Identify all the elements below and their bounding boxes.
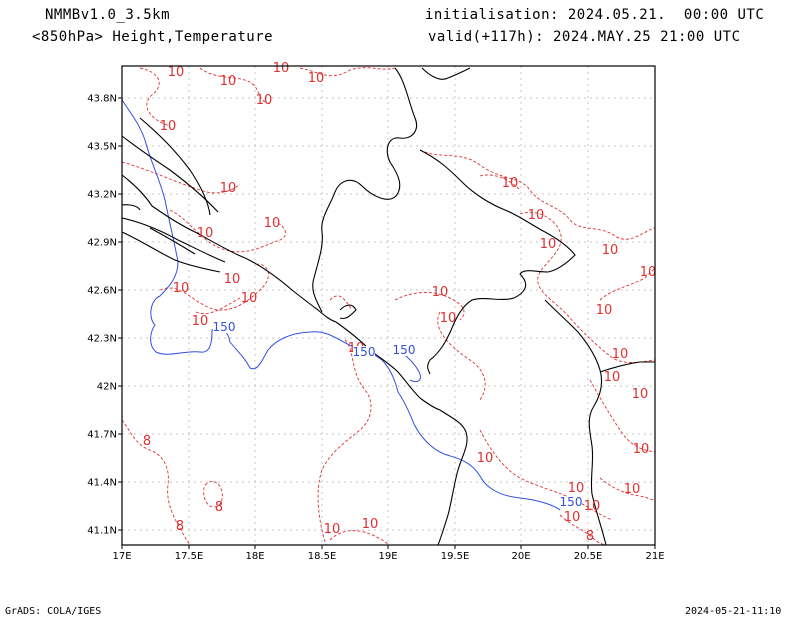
lat-tick-label: 43.2N <box>87 190 117 201</box>
height-label: 150 <box>393 343 416 357</box>
lon-tick-label: 21E <box>645 551 664 562</box>
temperature-label: 10 <box>502 176 519 191</box>
height-labels: 150 150 150 150 <box>213 320 583 509</box>
temperature-label: 10 <box>540 237 557 252</box>
axis-ticks: 43.8N 43.5N 43.2N 42.9N 42.6N 42.3N 42N 41.7N 41… <box>87 94 664 563</box>
init-time: initialisation: 2024.05.21. 00:00 UTC <box>425 7 765 23</box>
lat-lon-grid <box>122 66 655 545</box>
lon-tick-label: 20.5E <box>574 551 603 562</box>
coastline-borders <box>121 67 655 546</box>
temperature-label: 10 <box>220 74 237 89</box>
lat-tick-label: 42.9N <box>87 238 117 249</box>
lon-tick-label: 17E <box>112 551 131 562</box>
temperature-label: 10 <box>528 208 545 223</box>
temperature-label: 10 <box>220 181 237 196</box>
temperature-label: 8 <box>586 529 594 544</box>
temperature-label: 10 <box>173 281 190 296</box>
temperature-label: 10 <box>264 216 281 231</box>
temperature-label: 10 <box>224 272 241 287</box>
valid-time: valid(+117h): 2024.MAY.25 21:00 UTC <box>428 29 741 45</box>
temperature-label: 10 <box>640 265 657 280</box>
temperature-contours <box>121 67 656 546</box>
lat-tick-label: 41.4N <box>87 478 117 489</box>
temperature-label: 10 <box>324 522 341 537</box>
temperature-label: 10 <box>564 510 581 525</box>
credit-label: GrADS: COLA/IGES <box>5 606 102 617</box>
lat-tick-label: 41.7N <box>87 430 117 441</box>
fields-title: <850hPa> Height,Temperature <box>32 29 274 45</box>
lon-tick-label: 19.5E <box>441 551 470 562</box>
temperature-label: 10 <box>477 451 494 466</box>
height-label: 150 <box>353 345 376 359</box>
temperature-label: 8 <box>176 519 184 534</box>
temperature-label: 10 <box>584 499 601 514</box>
lon-tick-label: 20E <box>511 551 530 562</box>
temperature-label: 8 <box>215 500 223 515</box>
height-label: 150 <box>213 320 236 334</box>
temperature-label: 10 <box>602 243 619 258</box>
lon-tick-label: 18E <box>245 551 264 562</box>
temperature-label: 10 <box>440 311 457 326</box>
temperature-label: 10 <box>612 347 629 362</box>
temperature-label: 10 <box>256 93 273 108</box>
temperature-label: 10 <box>432 285 449 300</box>
temperature-label: 10 <box>168 65 185 80</box>
temperature-label: 10 <box>197 226 214 241</box>
temperature-label: 10 <box>160 119 177 134</box>
temperature-label: 10 <box>568 481 585 496</box>
temperature-label: 10 <box>308 71 325 86</box>
temperature-label: 10 <box>273 61 290 76</box>
temperature-label: 8 <box>143 434 151 449</box>
height-label: 150 <box>560 495 583 509</box>
lon-tick-label: 17.5E <box>175 551 204 562</box>
temperature-label: 10 <box>633 442 650 457</box>
temperature-label: 10 <box>192 314 209 329</box>
lat-tick-label: 42N <box>97 382 117 393</box>
temperature-label: 10 <box>596 303 613 318</box>
temperature-label: 10 <box>604 370 621 385</box>
height-contours <box>121 99 561 511</box>
lat-tick-label: 42.6N <box>87 286 117 297</box>
temperature-label: 10 <box>624 482 641 497</box>
map-frame <box>121 65 656 546</box>
lon-tick-label: 19E <box>378 551 397 562</box>
model-title: NMMBv1.0_3.5km <box>45 7 171 23</box>
lat-tick-label: 43.5N <box>87 142 117 153</box>
lat-tick-label: 42.3N <box>87 334 117 345</box>
temperature-label: 10 <box>241 291 258 306</box>
lon-tick-label: 18.5E <box>308 551 337 562</box>
temperature-label: 10 <box>362 517 379 532</box>
temperature-label: 10 <box>632 387 649 402</box>
timestamp-label: 2024-05-21-11:10 <box>685 606 782 617</box>
lat-tick-label: 41.1N <box>87 526 117 537</box>
lat-tick-label: 43.8N <box>87 94 117 105</box>
